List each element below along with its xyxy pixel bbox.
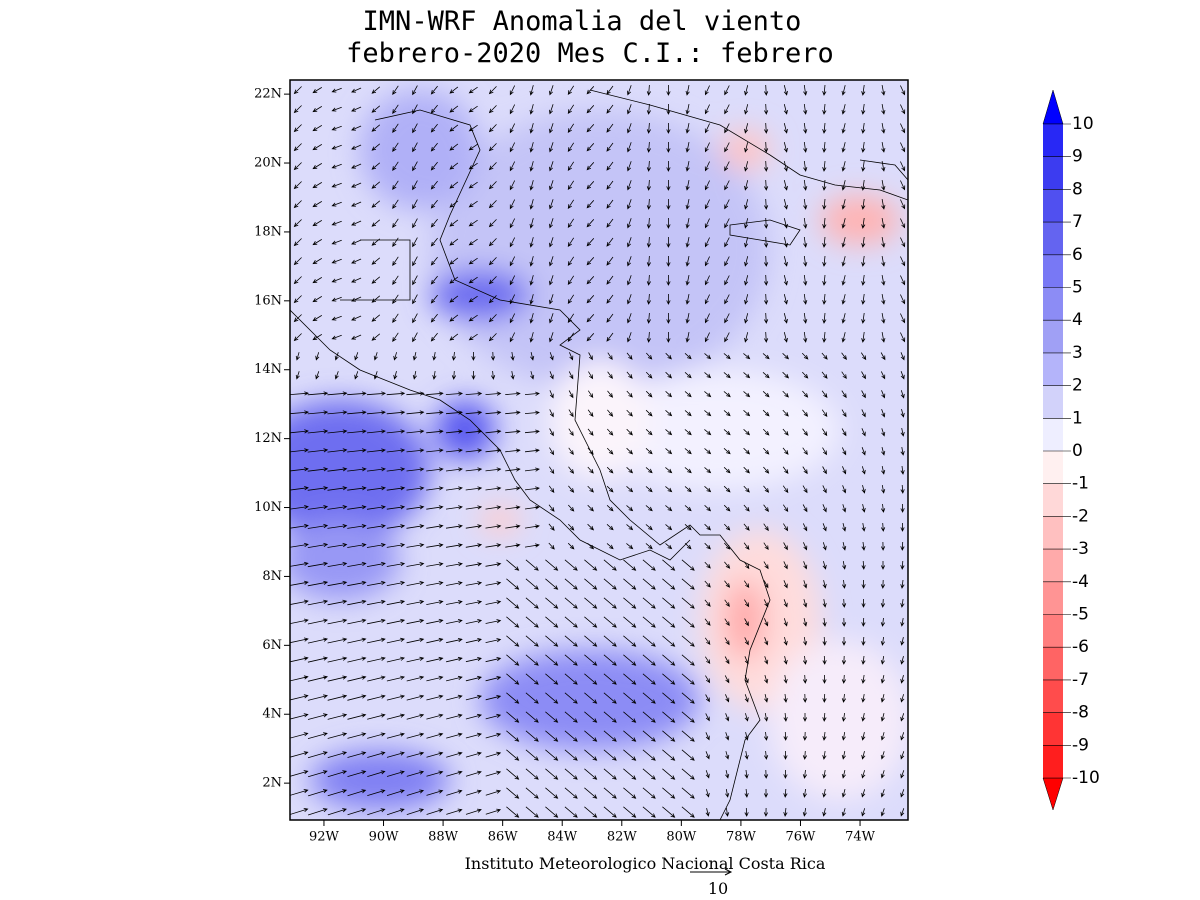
colorbar-swatch — [1043, 124, 1063, 157]
x-tick-label: 92W — [309, 830, 340, 845]
colorbar-over — [1042, 89, 1064, 125]
colorbar-swatch — [1043, 745, 1063, 778]
colorbar-swatch — [1043, 581, 1063, 615]
colorbar-label: -9 — [1072, 735, 1089, 755]
colorbar-swatch — [1043, 156, 1063, 190]
y-tick-label: 4N — [262, 707, 282, 722]
colorbar-swatch — [1043, 222, 1063, 255]
colorbar-label: 9 — [1072, 147, 1083, 167]
colorbar-label: 1 — [1072, 408, 1083, 428]
x-tick-label: 86W — [488, 830, 519, 845]
colorbar-swatch — [1043, 516, 1063, 550]
colorbar-label: 7 — [1072, 212, 1083, 232]
colorbar-label: 3 — [1072, 343, 1083, 363]
y-tick-label: 14N — [254, 362, 282, 377]
colorbar-label: -10 — [1072, 768, 1100, 788]
y-tick-label: 8N — [262, 569, 282, 584]
y-tick-label: 16N — [254, 293, 282, 308]
title-line-2: febrero-2020 Mes C.I.: febrero — [346, 38, 834, 69]
colorbar-label: -1 — [1072, 474, 1089, 494]
colorbar-swatch — [1043, 418, 1063, 451]
colorbar-swatch — [1043, 385, 1063, 419]
colorbar-label: 0 — [1072, 441, 1083, 461]
colorbar-label: 8 — [1072, 179, 1083, 199]
x-tick-label: 82W — [607, 830, 638, 845]
reference-vector-label: 10 — [708, 879, 728, 898]
colorbar-under — [1042, 777, 1064, 811]
colorbar-swatch — [1043, 712, 1063, 746]
x-tick-label: 84W — [547, 830, 578, 845]
colorbar-label: -8 — [1072, 703, 1089, 723]
title-line-1: IMN-WRF Anomalia del viento — [363, 6, 802, 37]
colorbar-label: -6 — [1072, 637, 1089, 657]
y-tick-label: 18N — [254, 224, 282, 239]
colorbar-label: -5 — [1072, 605, 1089, 625]
colorbar-swatch — [1043, 679, 1063, 713]
y-tick-label: 10N — [254, 500, 282, 515]
y-tick-label: 2N — [262, 776, 282, 791]
x-tick-label: 80W — [666, 830, 697, 845]
colorbar-label: 2 — [1072, 376, 1083, 396]
colorbar-swatch — [1043, 189, 1063, 223]
x-tick-label: 88W — [428, 830, 459, 845]
y-tick-label: 6N — [262, 638, 282, 653]
colorbar-swatch — [1043, 320, 1063, 353]
colorbar-label: -2 — [1072, 506, 1089, 526]
reference-arrow-head — [724, 868, 733, 876]
colorbar-label: -3 — [1072, 539, 1089, 559]
colorbar-label: -4 — [1072, 572, 1089, 592]
y-tick-label: 20N — [254, 156, 282, 171]
x-tick-label: 76W — [786, 830, 817, 845]
colorbar-swatch — [1043, 352, 1063, 386]
colorbar-swatch — [1043, 614, 1063, 648]
x-tick-label: 78W — [726, 830, 757, 845]
colorbar-swatch — [1043, 647, 1063, 680]
colorbar-label: -7 — [1072, 670, 1089, 690]
anomaly-field — [290, 80, 908, 820]
x-tick-label: 90W — [369, 830, 400, 845]
map-frame — [289, 79, 909, 821]
colorbar-swatch — [1043, 287, 1063, 321]
colorbar-swatch — [1043, 254, 1063, 288]
colorbar-swatch — [1043, 483, 1063, 517]
footer-text: Instituto Meteorologico Nacional Costa R… — [465, 854, 826, 873]
x-tick-label: 74W — [845, 830, 876, 845]
colorbar-label: 6 — [1072, 245, 1083, 265]
colorbar-label: 10 — [1072, 114, 1094, 134]
colorbar-swatch — [1043, 451, 1063, 484]
colorbar-swatch — [1043, 549, 1063, 582]
colorbar-label: 5 — [1072, 278, 1083, 298]
colorbar-label: 4 — [1072, 310, 1083, 330]
y-tick-label: 22N — [254, 87, 282, 102]
y-tick-label: 12N — [254, 431, 282, 446]
wind-vectors — [290, 84, 906, 818]
